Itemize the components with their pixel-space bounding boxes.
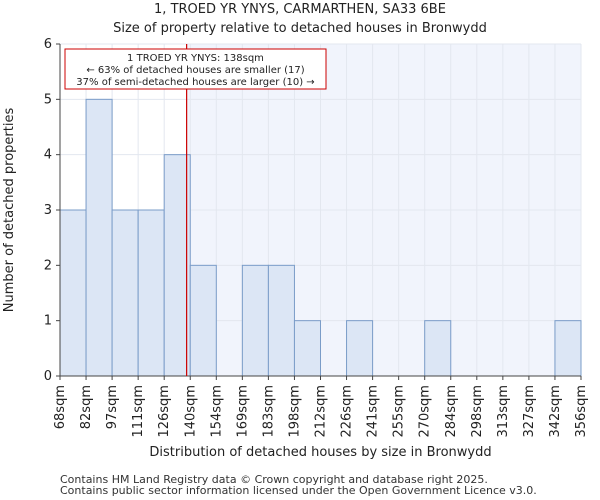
y-tick-label-0: 0 [44,369,52,384]
x-tick-label-183sqm: 183sqm [261,385,276,438]
footer-attribution-1: Contains HM Land Registry data © Crown c… [60,473,488,486]
x-tick-label-140sqm: 140sqm [183,385,198,438]
chart-title: 1, TROED YR YNYS, CARMARTHEN, SA33 6BE [154,2,446,17]
y-tick-label-1: 1 [44,314,52,329]
annotation-line-2: ← 63% of detached houses are smaller (17… [86,65,304,76]
x-tick-label-226sqm: 226sqm [340,385,355,438]
bar-270sqm [424,320,452,377]
bar-68sqm [59,209,87,377]
x-tick-label-111sqm: 111sqm [131,385,146,438]
bar-169sqm [241,264,269,377]
x-tick-label-212sqm: 212sqm [314,385,329,438]
bar-342sqm [554,320,582,377]
x-axis-label: Distribution of detached houses by size … [149,445,491,460]
x-tick-label-198sqm: 198sqm [287,385,302,438]
bar-82sqm [85,98,113,377]
x-tick-label-342sqm: 342sqm [548,385,563,438]
x-tick-label-270sqm: 270sqm [418,385,433,438]
annotation-line-1: 1 TROED YR YNYS: 138sqm [127,53,264,64]
bar-111sqm [137,209,165,377]
y-tick-label-2: 2 [44,258,52,273]
bar-198sqm [293,320,322,377]
bar-140sqm [189,264,217,377]
x-tick-label-154sqm: 154sqm [209,385,224,438]
y-tick-label-4: 4 [44,148,52,163]
x-tick-label-97sqm: 97sqm [105,385,120,429]
chart-subtitle: Size of property relative to detached ho… [113,21,487,36]
bar-183sqm [267,264,295,377]
x-tick-label-313sqm: 313sqm [496,385,511,438]
annotation-line-3: 37% of semi-detached houses are larger (… [76,77,314,88]
x-tick-label-356sqm: 356sqm [574,385,589,438]
x-tick-label-82sqm: 82sqm [79,385,94,429]
x-tick-label-284sqm: 284sqm [444,385,459,438]
x-tick-label-126sqm: 126sqm [157,385,172,438]
x-tick-label-255sqm: 255sqm [392,385,407,438]
annotation-box [64,48,327,90]
x-tick-label-169sqm: 169sqm [235,385,250,438]
bar-226sqm [346,320,374,377]
x-tick-label-327sqm: 327sqm [522,385,537,438]
x-tick-label-68sqm: 68sqm [53,385,68,429]
bar-97sqm [111,209,139,377]
y-axis-label: Number of detached properties [2,108,17,313]
footer-attribution-2: Contains public sector information licen… [60,484,537,497]
y-tick-label-6: 6 [44,37,52,52]
y-tick-label-3: 3 [44,203,52,218]
x-tick-label-298sqm: 298sqm [470,385,485,438]
x-tick-label-241sqm: 241sqm [366,385,381,438]
y-tick-label-5: 5 [44,92,52,107]
